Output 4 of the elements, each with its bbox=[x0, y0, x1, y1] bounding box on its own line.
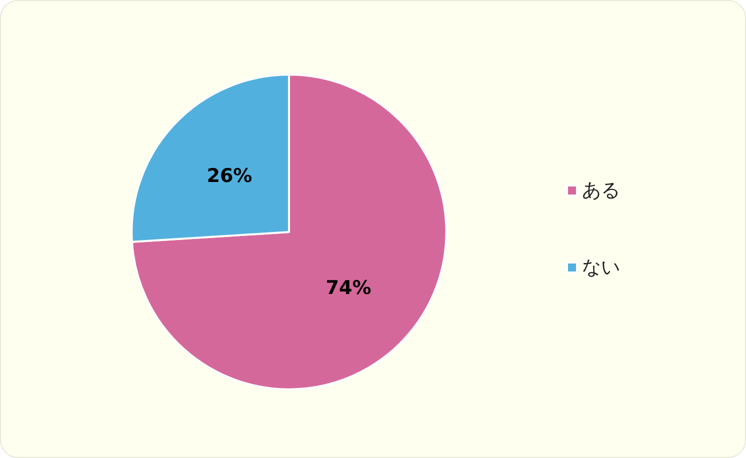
legend-label: ない bbox=[582, 256, 620, 278]
legend-label: ある bbox=[582, 180, 620, 202]
data-label: 74% bbox=[326, 276, 372, 299]
data-label: 26% bbox=[206, 165, 252, 188]
